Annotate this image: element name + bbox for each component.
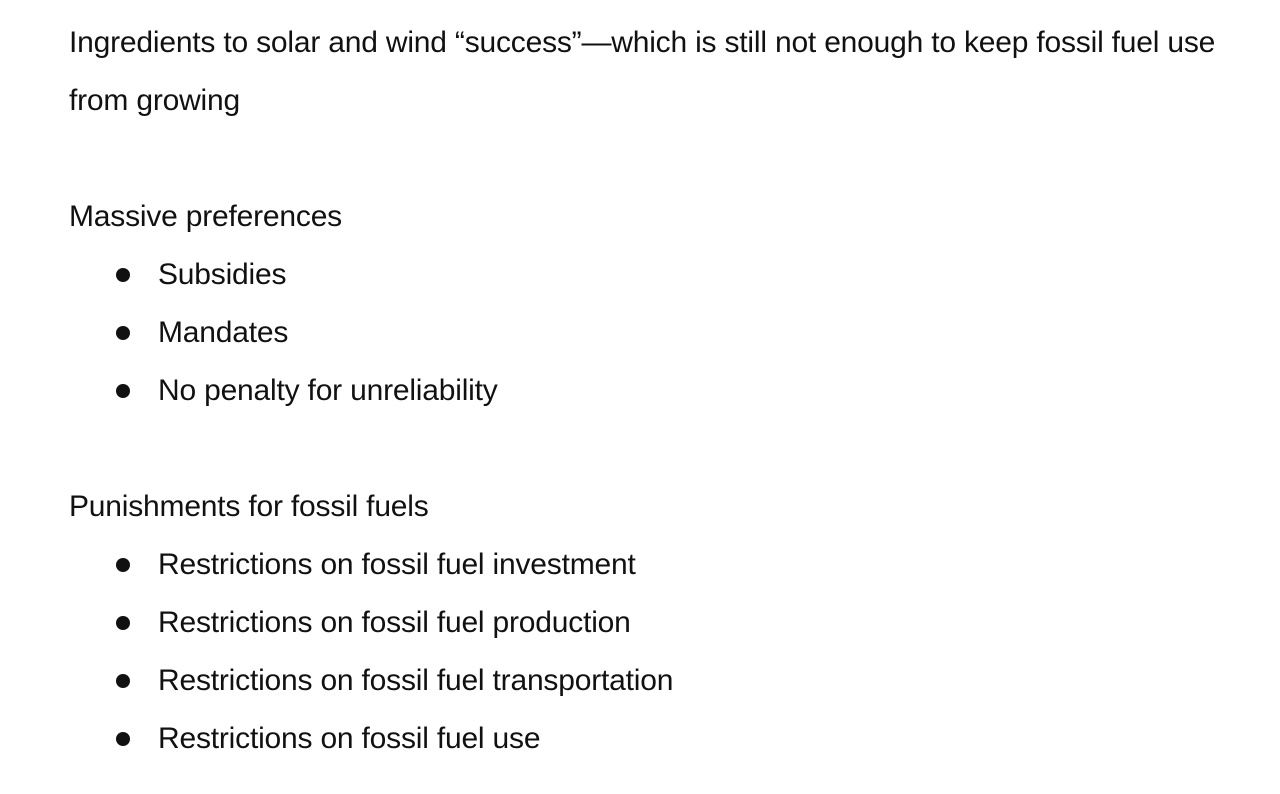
- list-item-text: Restrictions on fossil fuel transportati…: [158, 664, 674, 697]
- list-item-text: Subsidies: [158, 258, 287, 291]
- section-heading: Massive preferences: [69, 200, 342, 233]
- bullet-icon: [116, 616, 130, 630]
- bullet-icon: [116, 326, 130, 340]
- bullet-icon: [116, 674, 130, 688]
- section-massive-preferences: Massive preferences Subsidies Mandates N…: [69, 188, 1259, 420]
- list-item: No penalty for unreliability: [69, 362, 1259, 420]
- bullet-icon: [116, 558, 130, 572]
- list-item: Restrictions on fossil fuel transportati…: [69, 652, 1259, 710]
- list-item: Restrictions on fossil fuel use: [69, 710, 1259, 768]
- list-item: Restrictions on fossil fuel investment: [69, 536, 1259, 594]
- section-punishments: Punishments for fossil fuels Restriction…: [69, 478, 1259, 768]
- bullet-icon: [116, 732, 130, 746]
- bullet-list: Restrictions on fossil fuel investment R…: [69, 536, 1259, 768]
- list-item-text: Mandates: [158, 316, 289, 349]
- document-page: Ingredients to solar and wind “success”—…: [69, 0, 1259, 768]
- list-item: Subsidies: [69, 246, 1259, 304]
- list-item-text: Restrictions on fossil fuel investment: [158, 548, 636, 581]
- list-item-text: No penalty for unreliability: [158, 374, 498, 407]
- list-item: Restrictions on fossil fuel production: [69, 594, 1259, 652]
- list-item-text: Restrictions on fossil fuel use: [158, 722, 541, 755]
- list-item: Mandates: [69, 304, 1259, 362]
- section-heading: Punishments for fossil fuels: [69, 490, 429, 523]
- list-item-text: Restrictions on fossil fuel production: [158, 606, 631, 639]
- bullet-icon: [116, 384, 130, 398]
- bullet-list: Subsidies Mandates No penalty for unreli…: [69, 246, 1259, 420]
- intro-paragraph: Ingredients to solar and wind “success”—…: [69, 26, 1216, 117]
- bullet-icon: [116, 268, 130, 282]
